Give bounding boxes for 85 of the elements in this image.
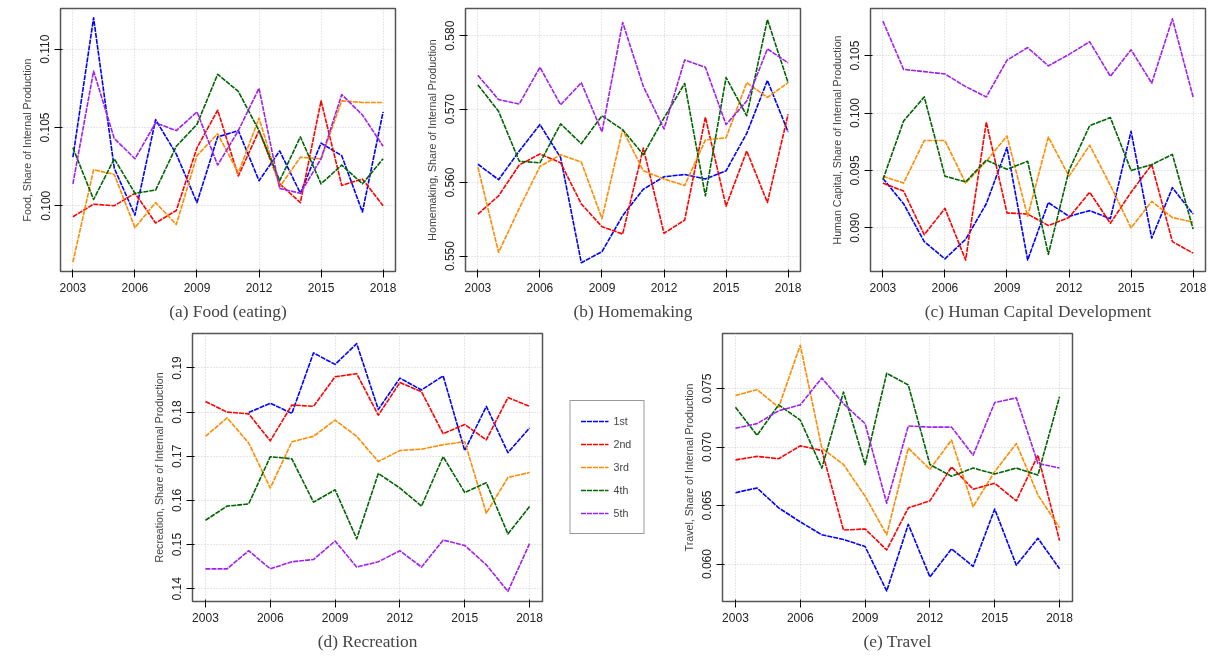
text: (b) Homemaking [573,301,693,321]
y-tick-label: 0.15 [170,532,185,557]
x-tick-label: 2018 [516,610,544,625]
x-tick-label: 2003 [59,280,87,295]
line-series [477,18,789,197]
x-tick-label: 2009 [183,280,211,295]
x-tick-label: 2015 [981,610,1009,625]
x-tick-label: 2006 [121,280,149,295]
x-tick-label: 2012 [650,280,678,295]
legend-label: 3rd [613,461,630,473]
x-tick-label: 2012 [386,610,414,625]
y-axis-title: Food, Share of Internal Production [20,58,33,222]
x-tick-label: 2006 [786,610,814,625]
y-axis-title: Human Capital, Share of Internal Production [830,35,843,245]
line-series [247,342,531,454]
line-series [72,100,384,263]
line-series [734,344,1061,536]
line-series [477,21,789,133]
y-tick-label: 0.060 [700,548,715,580]
legend-label: 2nd [613,438,633,450]
y-tick-label: 0.18 [170,400,185,424]
line-series [72,100,384,224]
text: (a) Food (eating) [169,301,287,321]
legend-label: 1st [613,415,629,427]
text: (d) Recreation [317,631,418,651]
x-tick-label: 2006 [526,280,554,295]
line-series [734,445,1061,551]
y-tick-label: 0.070 [700,431,715,463]
line-series [204,372,531,442]
x-tick-label: 2018 [774,280,802,295]
x-tick-label: 2009 [993,280,1021,295]
y-axis-title: Homemaking, Share of Internal Production [425,39,438,241]
y-tick-label: 0.560 [443,167,458,198]
x-tick-label: 2015 [307,280,335,295]
y-tick-label: 0.075 [700,373,715,404]
y-axis-title: Travel, Share of Internal Production [682,383,695,552]
x-tick-label: 2012 [245,280,273,295]
y-tick-label: 0.19 [170,355,185,380]
x-tick-label: 2003 [869,280,897,295]
x-tick-label: 2006 [256,610,284,625]
x-tick-label: 2003 [464,280,492,295]
x-tick-label: 2018 [1046,610,1074,625]
line-series [72,17,384,216]
line-series [882,96,1194,256]
x-tick-label: 2003 [192,610,220,625]
y-tick-label: 0.100 [848,97,863,129]
y-tick-label: 0.550 [443,240,458,272]
x-tick-label: 2009 [588,280,616,295]
line-series [882,18,1194,98]
x-tick-label: 2012 [1055,280,1083,295]
line-series [204,455,531,540]
y-tick-label: 0.100 [38,190,53,221]
legend-label: 4th [613,484,630,496]
x-tick-label: 2009 [851,610,879,625]
line-series [204,539,531,593]
legend-label: 5th [613,507,630,519]
x-tick-label: 2018 [369,280,397,295]
y-tick-label: 0.105 [848,40,863,71]
x-tick-label: 2009 [321,610,349,625]
text: (c) Human Capital Development [924,301,1152,321]
y-tick-label: 0.17 [170,444,185,468]
y-tick-label: 0.16 [170,488,185,513]
x-tick-label: 2015 [712,280,740,295]
x-tick-label: 2018 [1179,280,1207,295]
y-tick-label: 0.105 [38,112,53,143]
x-tick-label: 2012 [916,610,944,625]
x-tick-label: 2003 [722,610,750,625]
y-tick-label: 0.090 [848,212,863,243]
line-series [734,377,1061,504]
line-series [882,135,1194,229]
x-tick-label: 2015 [451,610,479,625]
text: (e) Travel [863,631,932,651]
line-series [477,113,789,235]
line-series [204,417,531,514]
y-tick-label: 0.14 [170,576,185,601]
y-tick-label: 0.570 [443,93,458,125]
x-tick-label: 2015 [1117,280,1145,295]
line-series [734,487,1061,592]
x-tick-label: 2006 [931,280,959,295]
y-tick-label: 0.110 [38,34,53,64]
y-tick-label: 0.095 [848,155,863,186]
y-tick-label: 0.065 [700,490,715,521]
y-tick-label: 0.580 [443,20,458,51]
line-series [734,372,1061,478]
y-axis-title: Recreation, Share of Internal Production [152,372,165,563]
